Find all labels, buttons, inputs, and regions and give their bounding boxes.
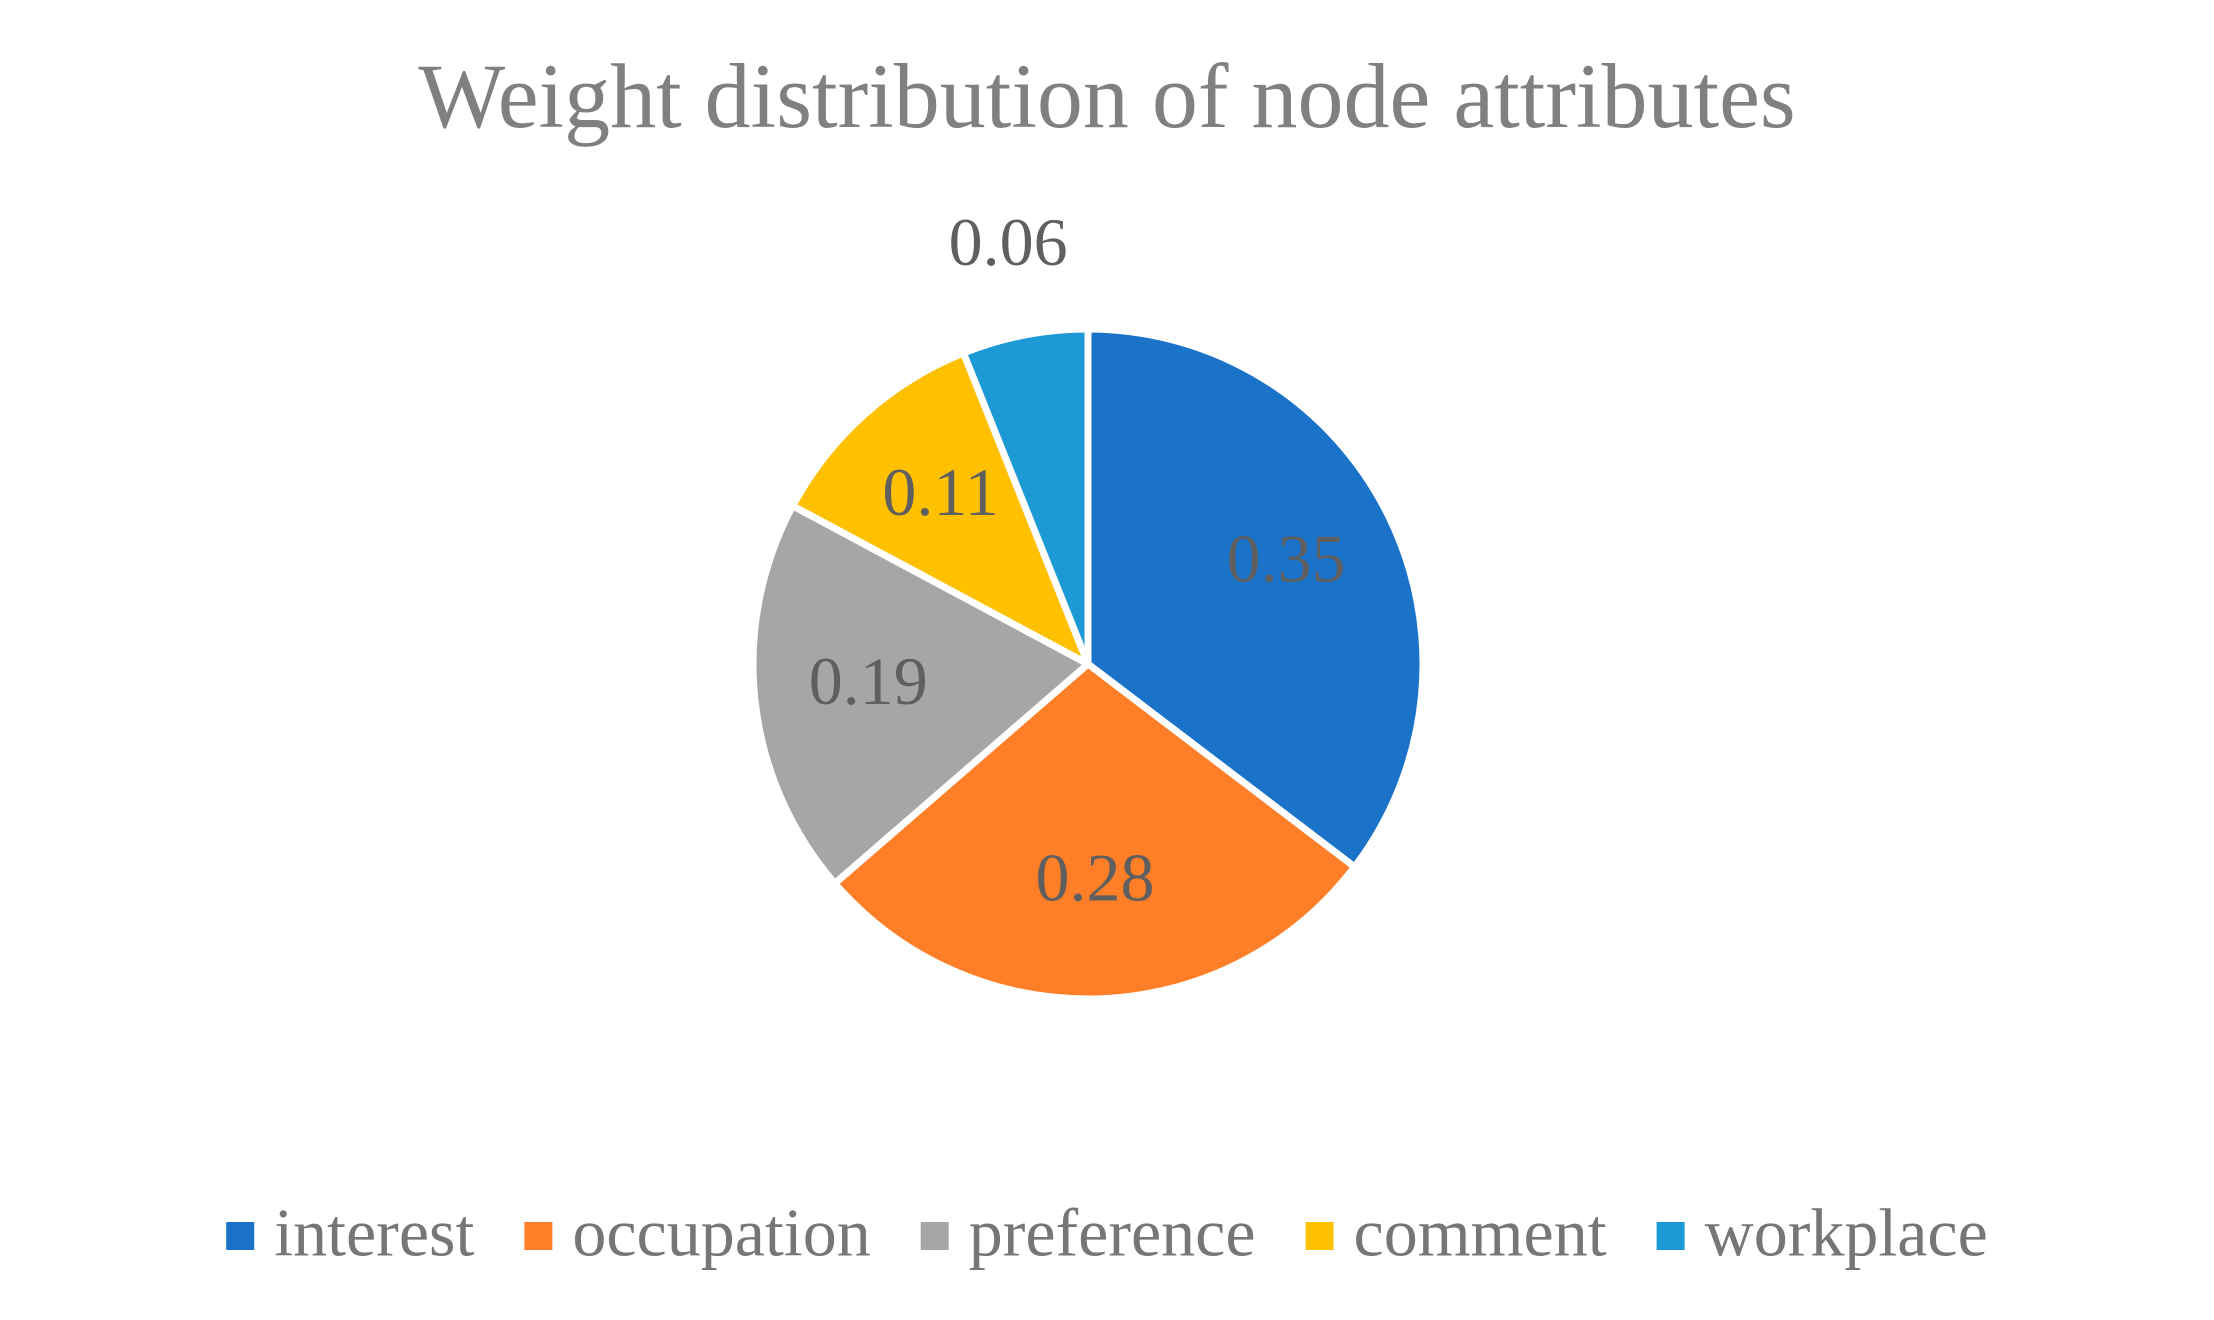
- legend-swatch: [1656, 1222, 1685, 1250]
- pie-slice: [749, 502, 1092, 887]
- data-label: 0.06: [949, 204, 1068, 280]
- pie-slice: [1084, 325, 1427, 871]
- legend-label: workplace: [1705, 1195, 1988, 1271]
- legend-swatch: [920, 1222, 949, 1250]
- pie-slice: [831, 660, 1359, 1003]
- legend-label: preference: [969, 1195, 1256, 1271]
- data-label: 0.28: [1036, 840, 1155, 916]
- pie-slice: [959, 325, 1092, 668]
- legend-swatch: [1305, 1222, 1334, 1250]
- pie-slice: [789, 349, 1092, 668]
- legend-swatch: [524, 1222, 553, 1250]
- legend: interest occupation preference comment workp…: [226, 1195, 1988, 1271]
- data-label: 0.35: [1227, 520, 1346, 596]
- legend-label: occupation: [572, 1195, 870, 1271]
- legend-label: interest: [274, 1195, 474, 1271]
- data-label: 0.11: [882, 454, 998, 530]
- legend-label: comment: [1354, 1195, 1607, 1271]
- legend-swatch: [226, 1222, 255, 1250]
- data-label: 0.19: [809, 643, 928, 719]
- chart-title: Weight distribution of node attributes: [418, 45, 1795, 147]
